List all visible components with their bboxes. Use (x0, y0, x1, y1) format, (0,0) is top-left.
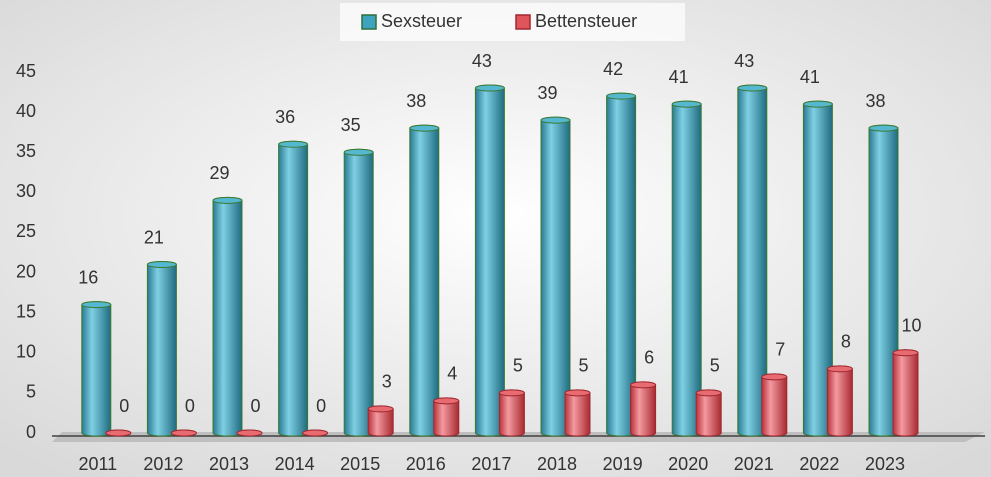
bar (498, 389, 525, 437)
bar (409, 124, 440, 437)
bar (212, 196, 243, 437)
legend-label: Bettensteuer (535, 11, 637, 31)
x-tick-label: 2022 (799, 454, 839, 474)
bar-top (170, 429, 197, 437)
data-label: 43 (472, 51, 492, 71)
x-tick-label: 2011 (78, 454, 117, 474)
data-label: 0 (185, 396, 195, 416)
bar-top (540, 116, 571, 124)
bar-top (802, 100, 833, 108)
data-label: 6 (644, 348, 654, 368)
bar-top (761, 373, 788, 381)
bar-top (212, 196, 243, 204)
data-label: 38 (865, 91, 885, 111)
data-label: 4 (447, 364, 457, 384)
y-tick-label: 10 (16, 342, 36, 362)
bar (564, 389, 591, 437)
bar-top (826, 365, 853, 373)
bar (695, 389, 722, 437)
data-label: 5 (513, 356, 523, 376)
data-label: 35 (341, 115, 361, 135)
legend-swatch (361, 14, 377, 30)
x-tick-label: 2021 (734, 454, 774, 474)
y-tick-label: 30 (16, 181, 36, 201)
bar-top (671, 100, 702, 108)
bar-top (695, 389, 722, 397)
bar-top (236, 429, 263, 437)
y-tick-label: 45 (16, 61, 36, 81)
data-label: 36 (275, 107, 295, 127)
data-label: 7 (775, 340, 785, 360)
bar-top (367, 405, 394, 413)
bar-top (302, 429, 329, 437)
legend-box (340, 3, 685, 41)
x-tick-label: 2016 (406, 454, 446, 474)
bar (81, 301, 112, 437)
y-tick-label: 0 (26, 422, 36, 442)
bar-top (474, 84, 505, 92)
data-label: 41 (669, 67, 689, 87)
bar (540, 116, 571, 437)
bar-top (105, 429, 132, 437)
bar-top (737, 84, 768, 92)
bar-top (146, 261, 177, 269)
x-tick-label: 2023 (865, 454, 905, 474)
bar-top (278, 140, 309, 148)
bar (671, 100, 702, 437)
data-label: 8 (841, 332, 851, 352)
data-label: 39 (537, 83, 557, 103)
bar (474, 84, 505, 437)
y-tick-label: 25 (16, 221, 36, 241)
bar-top (630, 381, 657, 389)
y-tick-label: 40 (16, 101, 36, 121)
bar-top (868, 124, 899, 132)
y-tick-label: 20 (16, 261, 36, 281)
bar-top (564, 389, 591, 397)
x-tick-label: 2020 (668, 454, 708, 474)
legend-swatch (515, 14, 531, 30)
data-label: 38 (406, 91, 426, 111)
bar (146, 261, 177, 437)
data-label: 10 (901, 316, 921, 336)
bar-top (343, 148, 374, 156)
data-label: 16 (78, 267, 98, 287)
y-tick-label: 5 (26, 382, 36, 402)
bar-top (606, 92, 637, 100)
data-label: 5 (578, 356, 588, 376)
x-tick-label: 2013 (209, 454, 249, 474)
bar (826, 365, 853, 437)
x-tick-label: 2012 (143, 454, 183, 474)
data-label: 29 (209, 163, 229, 183)
data-label: 0 (316, 396, 326, 416)
data-label: 41 (800, 67, 820, 87)
bar-top (498, 389, 525, 397)
data-label: 5 (710, 356, 720, 376)
data-label: 42 (603, 59, 623, 79)
x-tick-label: 2017 (471, 454, 511, 474)
bar (343, 148, 374, 437)
bar-top (892, 349, 919, 357)
bar (630, 381, 657, 437)
x-tick-label: 2018 (537, 454, 577, 474)
data-label: 0 (250, 396, 260, 416)
data-label: 3 (382, 372, 392, 392)
bar-top (81, 301, 112, 309)
bar-top (409, 124, 440, 132)
bar-top (433, 397, 460, 405)
y-tick-label: 35 (16, 141, 36, 161)
x-tick-label: 2014 (275, 454, 315, 474)
y-tick-label: 15 (16, 301, 36, 321)
x-tick-label: 2015 (340, 454, 380, 474)
data-label: 0 (119, 396, 129, 416)
data-label: 21 (144, 227, 164, 247)
x-tick-label: 2019 (603, 454, 643, 474)
bar (278, 140, 309, 437)
legend-label: Sexsteuer (381, 11, 462, 31)
bar (761, 373, 788, 437)
data-label: 43 (734, 51, 754, 71)
bar (892, 349, 919, 437)
